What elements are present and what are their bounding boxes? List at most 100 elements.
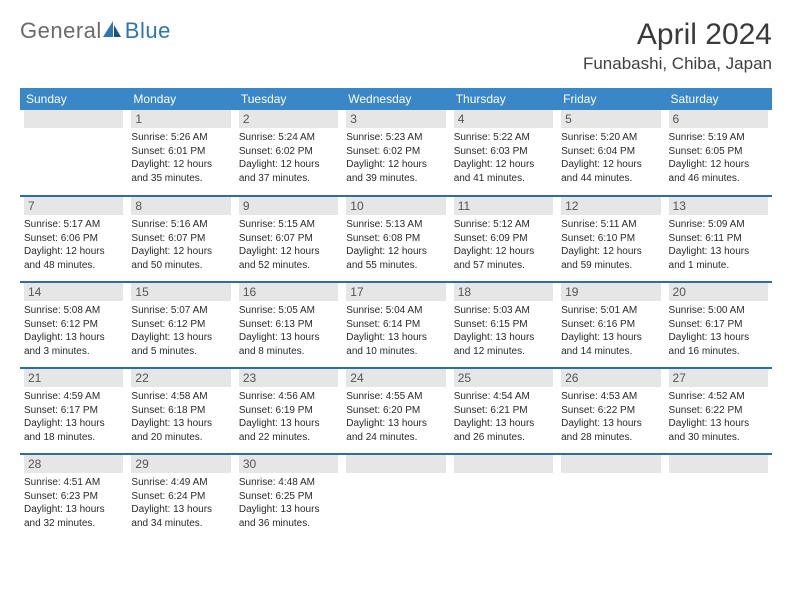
calendar-day-cell: 30Sunrise: 4:48 AMSunset: 6:25 PMDayligh… [235,454,342,540]
day-detail-line: and 46 minutes. [669,172,768,186]
day-detail-line: and 48 minutes. [24,259,123,273]
day-number: 13 [669,197,768,215]
day-detail-line: Sunset: 6:22 PM [561,404,660,418]
day-detail-line: Sunset: 6:23 PM [24,490,123,504]
day-detail-line: Sunset: 6:07 PM [239,232,338,246]
day-details: Sunrise: 5:15 AMSunset: 6:07 PMDaylight:… [239,218,338,272]
day-number: 19 [561,283,660,301]
day-detail-line: Daylight: 12 hours [346,245,445,259]
day-detail-line: Sunrise: 5:17 AM [24,218,123,232]
day-detail-line: and 30 minutes. [669,431,768,445]
day-detail-line: Daylight: 12 hours [561,245,660,259]
day-detail-line: Daylight: 13 hours [131,417,230,431]
day-detail-line: and 34 minutes. [131,517,230,531]
day-detail-line: and 16 minutes. [669,345,768,359]
day-detail-line: and 28 minutes. [561,431,660,445]
day-detail-line: Sunrise: 5:09 AM [669,218,768,232]
day-detail-line: Sunset: 6:02 PM [239,145,338,159]
calendar-week-row: 28Sunrise: 4:51 AMSunset: 6:23 PMDayligh… [20,454,772,540]
day-detail-line: Sunrise: 5:16 AM [131,218,230,232]
calendar-day-cell: 21Sunrise: 4:59 AMSunset: 6:17 PMDayligh… [20,368,127,454]
day-detail-line: Daylight: 12 hours [131,158,230,172]
day-detail-line: Sunrise: 5:04 AM [346,304,445,318]
day-details: Sunrise: 5:08 AMSunset: 6:12 PMDaylight:… [24,304,123,358]
day-detail-line: Sunrise: 4:54 AM [454,390,553,404]
day-detail-line: Sunrise: 4:53 AM [561,390,660,404]
day-detail-line: Sunset: 6:21 PM [454,404,553,418]
day-detail-line: and 26 minutes. [454,431,553,445]
calendar-day-cell: 25 Sunrise: 4:54 AMSunset: 6:21 PMDayligh… [450,368,557,454]
logo-text-blue: Blue [125,18,171,44]
calendar-day-cell: 4 Sunrise: 5:22 AMSunset: 6:03 PMDaylight… [450,110,557,196]
day-detail-line: Daylight: 13 hours [561,331,660,345]
day-number: 15 [131,283,230,301]
day-number: 18 [454,283,553,301]
day-detail-line: Daylight: 13 hours [669,331,768,345]
day-details: Sunrise: 4:48 AMSunset: 6:25 PMDaylight:… [239,476,338,530]
day-detail-line: and 18 minutes. [24,431,123,445]
day-detail-line: Daylight: 13 hours [669,417,768,431]
day-detail-line: Sunrise: 5:03 AM [454,304,553,318]
day-detail-line: Daylight: 13 hours [24,417,123,431]
calendar-day-cell: 27Sunrise: 4:52 AMSunset: 6:22 PMDayligh… [665,368,772,454]
day-detail-line: Daylight: 13 hours [669,245,768,259]
day-detail-line: Daylight: 13 hours [454,417,553,431]
day-details: Sunrise: 5:19 AMSunset: 6:05 PMDaylight:… [669,131,768,185]
calendar-day-cell: 24 Sunrise: 4:55 AMSunset: 6:20 PMDayligh… [342,368,449,454]
day-detail-line: Daylight: 12 hours [561,158,660,172]
month-title: April 2024 [583,18,772,52]
calendar-week-row: 1Sunrise: 5:26 AMSunset: 6:01 PMDaylight… [20,110,772,196]
calendar-day-cell: 13Sunrise: 5:09 AMSunset: 6:11 PMDayligh… [665,196,772,282]
day-detail-line: and 24 minutes. [346,431,445,445]
calendar-week-row: 14 Sunrise: 5:08 AMSunset: 6:12 PMDayligh… [20,282,772,368]
day-detail-line: Sunset: 6:14 PM [346,318,445,332]
day-number: 10 [346,197,445,215]
day-number: 24 [346,369,445,387]
day-detail-line: Sunset: 6:04 PM [561,145,660,159]
day-details: Sunrise: 5:22 AMSunset: 6:03 PMDaylight:… [454,131,553,185]
day-details: Sunrise: 5:05 AMSunset: 6:13 PMDaylight:… [239,304,338,358]
day-number: 25 [454,369,553,387]
calendar-day-cell: 26Sunrise: 4:53 AMSunset: 6:22 PMDayligh… [557,368,664,454]
day-number: 29 [131,455,230,473]
day-details: Sunrise: 4:54 AMSunset: 6:21 PMDaylight:… [454,390,553,444]
day-details: Sunrise: 5:26 AMSunset: 6:01 PMDaylight:… [131,131,230,185]
day-detail-line: Sunset: 6:15 PM [454,318,553,332]
day-detail-line: Daylight: 13 hours [454,331,553,345]
day-detail-line: Daylight: 12 hours [669,158,768,172]
day-number [669,455,768,473]
day-number: 5 [561,110,660,128]
day-number: 11 [454,197,553,215]
day-detail-line: and 36 minutes. [239,517,338,531]
calendar-day-cell: 14 Sunrise: 5:08 AMSunset: 6:12 PMDayligh… [20,282,127,368]
day-detail-line: and 14 minutes. [561,345,660,359]
calendar-day-cell: 10Sunrise: 5:13 AMSunset: 6:08 PMDayligh… [342,196,449,282]
day-number: 27 [669,369,768,387]
day-detail-line: Daylight: 13 hours [239,417,338,431]
day-detail-line: Sunrise: 5:05 AM [239,304,338,318]
day-detail-line: Sunrise: 5:22 AM [454,131,553,145]
day-details: Sunrise: 5:04 AMSunset: 6:14 PMDaylight:… [346,304,445,358]
day-number: 2 [239,110,338,128]
day-detail-line: Sunset: 6:03 PM [454,145,553,159]
day-number: 14 [24,283,123,301]
calendar-day-cell [665,454,772,540]
day-details: Sunrise: 5:07 AMSunset: 6:12 PMDaylight:… [131,304,230,358]
day-detail-line: Sunrise: 4:59 AM [24,390,123,404]
day-number: 7 [24,197,123,215]
weekday-header: Monday [127,88,234,110]
day-detail-line: and 1 minute. [669,259,768,273]
day-detail-line: Sunrise: 4:58 AM [131,390,230,404]
day-detail-line: and 39 minutes. [346,172,445,186]
weekday-header: Tuesday [235,88,342,110]
day-details: Sunrise: 4:55 AMSunset: 6:20 PMDaylight:… [346,390,445,444]
day-details: Sunrise: 5:03 AMSunset: 6:15 PMDaylight:… [454,304,553,358]
day-details: Sunrise: 5:20 AMSunset: 6:04 PMDaylight:… [561,131,660,185]
day-details: Sunrise: 5:17 AMSunset: 6:06 PMDaylight:… [24,218,123,272]
day-detail-line: Sunset: 6:01 PM [131,145,230,159]
calendar-day-cell: 9Sunrise: 5:15 AMSunset: 6:07 PMDaylight… [235,196,342,282]
day-detail-line: Daylight: 12 hours [24,245,123,259]
day-number: 4 [454,110,553,128]
day-detail-line: Sunset: 6:22 PM [669,404,768,418]
weekday-header: Thursday [450,88,557,110]
